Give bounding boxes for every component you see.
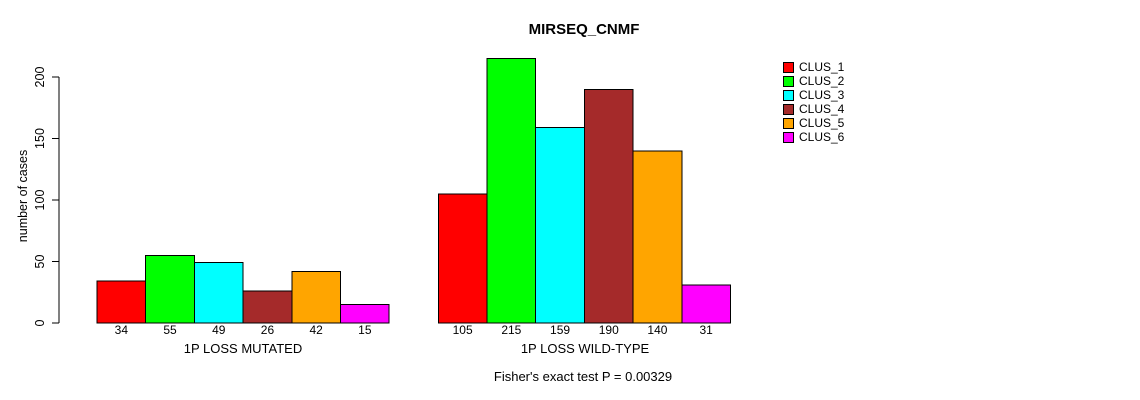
- y-axis-title: number of cases: [16, 149, 30, 243]
- legend-item-clus_6: CLUS_6: [783, 130, 844, 144]
- bar-clus_1: [96, 280, 147, 324]
- group-label-mutated: 1P LOSS MUTATED: [183, 341, 303, 356]
- legend-item-clus_4: CLUS_4: [783, 102, 844, 116]
- bar-clus_6: [681, 284, 731, 324]
- bar-value-label: 159: [550, 323, 570, 337]
- legend-item-clus_5: CLUS_5: [783, 116, 844, 130]
- bar-value-label: 215: [501, 323, 521, 337]
- bar-value-label: 140: [647, 323, 667, 337]
- y-tick-label: 50: [33, 255, 47, 269]
- bar-value-label: 42: [309, 323, 323, 337]
- legend-label: CLUS_5: [799, 116, 845, 130]
- legend-swatch-icon: [783, 75, 794, 87]
- group-label-wild-type: 1P LOSS WILD-TYPE: [520, 341, 650, 356]
- bar-clus_2: [145, 254, 195, 324]
- legend-swatch-icon: [783, 89, 794, 101]
- bar-value-label: 15: [358, 323, 372, 337]
- legend-label: CLUS_6: [799, 130, 845, 144]
- legend-item-clus_1: CLUS_1: [783, 60, 844, 74]
- bar-value-label: 31: [699, 323, 713, 337]
- bar-value-label: 55: [163, 323, 177, 337]
- bar-clus_3: [535, 126, 585, 324]
- legend-label: CLUS_1: [799, 60, 845, 74]
- bar-value-label: 26: [261, 323, 275, 337]
- bar-clus_6: [340, 304, 390, 324]
- legend-swatch-icon: [783, 131, 794, 143]
- bar-clus_4: [242, 290, 293, 324]
- bar-clus_4: [583, 88, 634, 324]
- bar-clus_5: [632, 150, 683, 324]
- y-tick-label: 150: [33, 128, 47, 149]
- bar-value-label: 49: [212, 323, 226, 337]
- legend-swatch-icon: [783, 61, 794, 73]
- bar-value-label: 190: [599, 323, 619, 337]
- legend-swatch-icon: [783, 103, 794, 115]
- bar-clus_1: [437, 193, 488, 324]
- legend-item-clus_2: CLUS_2: [783, 74, 844, 88]
- fisher-test-note: Fisher's exact test P = 0.00329: [493, 369, 673, 384]
- legend: CLUS_1 CLUS_2 CLUS_3 CLUS_4 CLUS_5 CLUS_6: [783, 60, 844, 144]
- bar-value-label: 34: [115, 323, 129, 337]
- y-tick-label: 0: [33, 319, 47, 326]
- legend-swatch-icon: [783, 117, 794, 129]
- legend-label: CLUS_3: [799, 88, 845, 102]
- legend-item-clus_3: CLUS_3: [783, 88, 844, 102]
- y-tick-label: 200: [33, 67, 47, 88]
- y-tick-label: 100: [33, 190, 47, 211]
- bar-clus_5: [291, 270, 341, 324]
- bar-value-label: 105: [453, 323, 473, 337]
- legend-label: CLUS_4: [799, 102, 845, 116]
- bar-clus_2: [486, 58, 537, 324]
- chart-title: MIRSEQ_CNMF: [528, 21, 640, 38]
- legend-label: CLUS_2: [799, 74, 845, 88]
- bar-clus_3: [193, 262, 244, 324]
